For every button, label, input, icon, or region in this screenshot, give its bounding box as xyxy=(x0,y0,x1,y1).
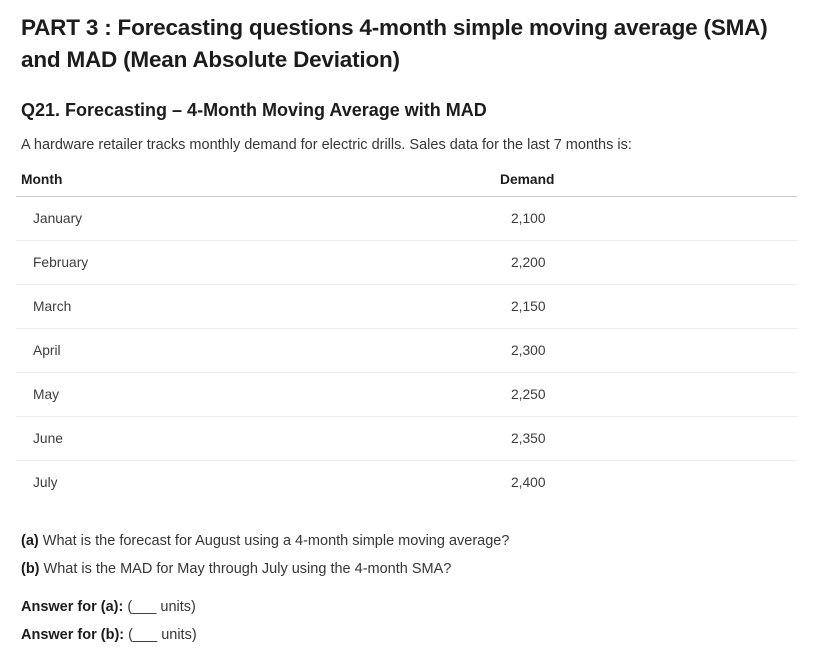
questions-section: (a) What is the forecast for August usin… xyxy=(21,533,797,578)
month-cell: July xyxy=(33,475,58,491)
month-cell: May xyxy=(16,372,500,417)
demand-cell: 2,250 xyxy=(500,372,797,417)
demand-cell: 2,150 xyxy=(500,284,797,329)
table-header-row: Month Demand xyxy=(16,167,797,197)
month-cell: January xyxy=(16,196,500,241)
question-a: (a) What is the forecast for August usin… xyxy=(21,533,797,550)
table-row: January 2,100 xyxy=(16,196,797,241)
demand-cell: 2,400 xyxy=(511,475,546,491)
question-b: (b) What is the MAD for May through July… xyxy=(21,561,797,578)
question-b-label: (b) xyxy=(21,560,40,577)
demand-table: Month Demand January 2,100 February 2,20… xyxy=(16,167,797,505)
answer-b-label: Answer for (b): xyxy=(21,626,125,643)
question-a-label: (a) xyxy=(21,532,39,549)
column-header-demand: Demand xyxy=(500,167,797,197)
demand-cell: 2,200 xyxy=(500,240,797,285)
column-header-month: Month xyxy=(16,167,500,197)
question-heading: Q21. Forecasting – 4-Month Moving Averag… xyxy=(21,100,487,120)
question-b-text: What is the MAD for May through July usi… xyxy=(43,560,452,577)
demand-cell: 2,100 xyxy=(500,196,797,241)
table-row: April 2,300 xyxy=(16,328,797,373)
month-cell: June xyxy=(16,416,500,461)
demand-cell: 2,300 xyxy=(500,328,797,373)
table-row: May 2,250 xyxy=(16,372,797,417)
month-cell: April xyxy=(16,328,500,373)
table-row: March 2,150 xyxy=(16,284,797,329)
month-cell: February xyxy=(16,240,500,285)
table-row: June 2,350 xyxy=(16,416,797,461)
answers-section: Answer for (a): (___ units) Answer for (… xyxy=(21,599,797,644)
demand-cell: 2,350 xyxy=(500,416,797,461)
answer-a: Answer for (a): (___ units) xyxy=(21,599,797,616)
page-title: PART 3 : Forecasting questions 4-month s… xyxy=(21,15,768,72)
table-row: July 2,400 xyxy=(16,461,797,505)
answer-a-label: Answer for (a): xyxy=(21,598,124,615)
month-cell: March xyxy=(16,284,500,329)
intro-text: A hardware retailer tracks monthly deman… xyxy=(21,137,632,153)
answer-b: Answer for (b): (___ units) xyxy=(21,627,797,644)
answer-b-blank: (___ units) xyxy=(128,626,197,643)
question-a-text: What is the forecast for August using a … xyxy=(42,532,510,549)
table-row: February 2,200 xyxy=(16,240,797,285)
answer-a-blank: (___ units) xyxy=(127,598,196,615)
